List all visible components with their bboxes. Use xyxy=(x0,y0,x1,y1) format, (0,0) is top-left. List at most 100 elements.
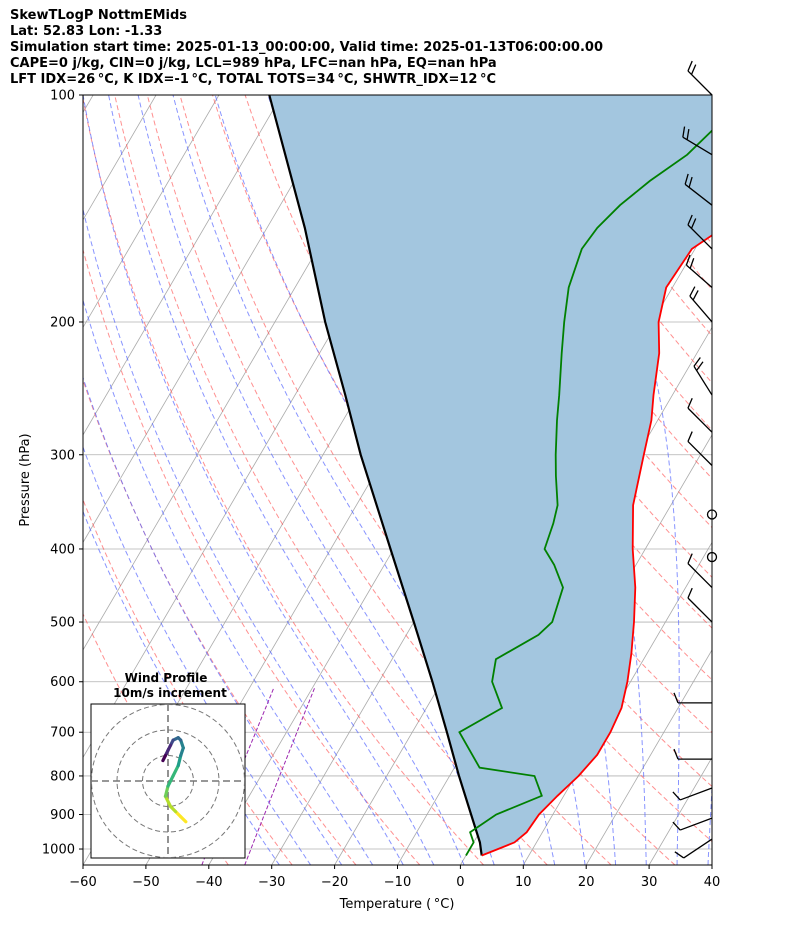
dry-adiabat xyxy=(83,96,484,865)
wind-barb-flag xyxy=(685,254,691,266)
wind-barb xyxy=(684,173,713,206)
header-indices-1: CAPE=0 j/kg, CIN=0 j/kg, LCL=989 hPa, LF… xyxy=(10,56,497,71)
wind-barb xyxy=(685,254,713,288)
moist-adiabat xyxy=(739,95,794,865)
wind-barb-flag xyxy=(689,286,696,297)
wind-barb-flag xyxy=(673,748,679,760)
wind-barb-flag xyxy=(687,214,693,226)
y-tick-label: 400 xyxy=(50,542,75,557)
wind-barb xyxy=(687,60,713,96)
wind-barb-staff xyxy=(687,597,713,623)
wind-barb-staff xyxy=(679,787,713,801)
dry-adiabat xyxy=(734,95,794,865)
wind-barb-flag xyxy=(672,791,681,801)
y-tick-label: 700 xyxy=(50,726,75,741)
x-tick-label: 10 xyxy=(515,875,532,890)
wind-barb xyxy=(687,214,713,250)
y-tick-label: 100 xyxy=(50,89,75,104)
isotherm xyxy=(83,95,94,114)
wind-barb-staff xyxy=(687,440,713,466)
x-tick-label: 0 xyxy=(456,875,464,890)
dry-adiabat xyxy=(83,498,293,865)
hodograph-ring xyxy=(91,704,245,858)
wind-barb-staff xyxy=(687,407,713,433)
x-axis-label: Temperature ( °C) xyxy=(339,897,455,912)
wind-barb-staff xyxy=(685,264,713,288)
wind-barb-flag xyxy=(684,173,689,185)
x-tick-label: −60 xyxy=(69,875,96,890)
header-times: Simulation start time: 2025-01-13_00:00:… xyxy=(10,40,603,55)
moist-adiabat xyxy=(539,95,680,865)
dry-adiabat xyxy=(700,95,712,111)
wind-barb-staff xyxy=(687,563,713,588)
moist-adiabat xyxy=(83,445,312,865)
hodograph-trace-segment xyxy=(161,753,168,763)
wind-barb-flag xyxy=(692,290,699,301)
wind-barb xyxy=(687,553,713,588)
dry-adiabat xyxy=(83,378,357,865)
y-tick-label: 800 xyxy=(50,769,75,784)
wind-barb-flag xyxy=(687,553,693,564)
y-tick-label: 300 xyxy=(50,448,75,463)
wind-barb xyxy=(682,126,713,156)
wind-barb xyxy=(672,787,713,801)
x-tick-label: 40 xyxy=(704,875,721,890)
hodograph-trace-segment xyxy=(171,764,180,778)
wind-barb-staff xyxy=(693,365,713,396)
y-tick-label: 200 xyxy=(50,315,75,330)
wind-barb-flag xyxy=(687,397,693,409)
hodograph-trace-segment xyxy=(176,753,183,768)
x-tick-label: −30 xyxy=(258,875,285,890)
x-tick-label: −20 xyxy=(321,875,348,890)
wind-barb-staff xyxy=(683,838,713,859)
wind-barb-staff xyxy=(684,183,713,206)
x-tick-label: −50 xyxy=(132,875,159,890)
isotherm xyxy=(585,649,712,865)
y-tick-label: 600 xyxy=(50,675,75,690)
wind-barb-staff xyxy=(687,224,713,250)
x-tick-label: −40 xyxy=(195,875,222,890)
x-tick-label: −10 xyxy=(384,875,411,890)
hodograph-subtitle: 10m/s increment xyxy=(113,686,227,700)
wind-barb-flag xyxy=(693,357,701,367)
wind-barb-flag xyxy=(687,60,693,72)
hodograph-trace-segment xyxy=(163,794,173,809)
wind-barb-flag xyxy=(690,64,697,75)
wind-barb xyxy=(672,817,713,831)
wind-barb xyxy=(674,838,713,859)
wind-barb-flag xyxy=(696,361,704,371)
moist-adiabat xyxy=(83,298,374,865)
y-axis-label: Pressure (hPa) xyxy=(18,433,33,526)
wind-barb-flag xyxy=(688,176,693,188)
isotherm xyxy=(83,95,283,436)
wind-barb-staff xyxy=(679,817,713,831)
isotherm xyxy=(83,95,346,544)
mixing-ratio-line xyxy=(244,687,316,865)
wind-barb-staff xyxy=(682,136,713,156)
y-tick-label: 900 xyxy=(50,808,75,823)
hodograph-trace-segment xyxy=(163,784,170,798)
chart-header: SkewTLogP NottmEMids Lat: 52.83 Lon: -1.… xyxy=(10,8,603,88)
wind-barb-staff xyxy=(689,295,713,323)
moist-adiabat xyxy=(83,207,404,865)
x-tick-label: 20 xyxy=(578,875,595,890)
temperature-line xyxy=(481,234,712,857)
x-tick-label: 30 xyxy=(641,875,658,890)
y-tick-label: 1000 xyxy=(42,843,75,858)
wind-barb-flag xyxy=(686,129,690,140)
header-indices-2: LFT IDX=26 °C, K IDX=-1 °C, TOTAL TOTS=3… xyxy=(10,72,497,87)
wind-barb xyxy=(687,397,713,433)
wind-barb xyxy=(693,357,713,396)
isotherm xyxy=(711,864,712,865)
hodograph-trace-segment xyxy=(166,774,175,788)
wind-barb xyxy=(687,431,713,466)
hodograph-title: Wind Profile xyxy=(125,671,208,685)
wind-barb xyxy=(687,587,713,623)
isotherm xyxy=(83,95,220,329)
parcel-profile-line xyxy=(268,95,483,856)
wind-barb-flag xyxy=(689,258,695,269)
y-tick-label: 500 xyxy=(50,616,75,631)
wind-barb xyxy=(689,286,713,323)
moist-adiabat xyxy=(83,95,435,865)
